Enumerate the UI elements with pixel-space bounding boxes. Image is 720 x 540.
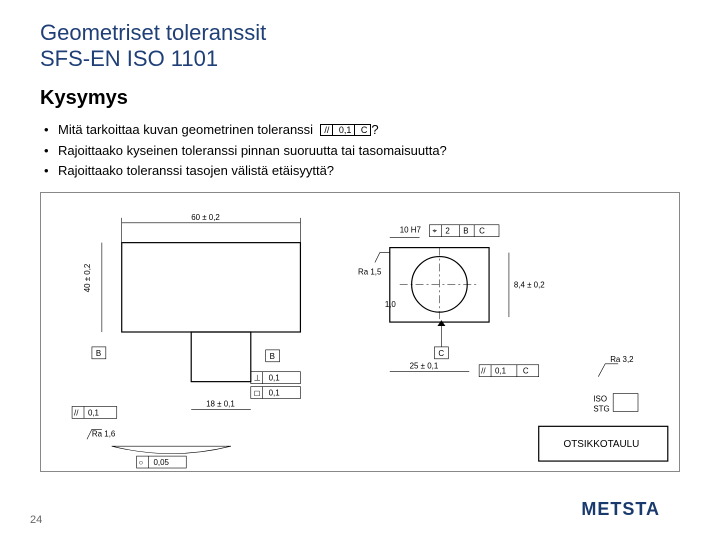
svg-text:C: C: [479, 227, 485, 236]
fcf-inline: // 0,1 C: [320, 124, 371, 136]
svg-text:8,4 ± 0,2: 8,4 ± 0,2: [514, 280, 545, 289]
bullet-item: Mitä tarkoittaa kuvan geometrinen tolera…: [40, 120, 680, 141]
svg-text:10 H7: 10 H7: [400, 226, 422, 235]
svg-text://: //: [74, 409, 79, 418]
slide-title: Geometriset toleranssit SFS-EN ISO 1101: [40, 20, 680, 73]
svg-text:18 ± 0,1: 18 ± 0,1: [206, 400, 235, 409]
section-heading: Kysymys: [40, 87, 680, 110]
svg-text:OTSIKKOTAULU: OTSIKKOTAULU: [564, 439, 640, 450]
svg-text:40 ± 0,2: 40 ± 0,2: [83, 263, 92, 292]
svg-text://: //: [481, 367, 486, 376]
svg-text:0,1: 0,1: [269, 389, 281, 398]
drawing-svg: 60 ± 0,2 40 ± 0,2 B B ⊥ 0,1 ◻ 0,1 18 ± 0…: [41, 193, 679, 471]
svg-text:0,05: 0,05: [153, 458, 169, 467]
logo-text: METSTA: [581, 499, 660, 519]
svg-text:60 ± 0,2: 60 ± 0,2: [191, 213, 220, 222]
svg-text:25 ± 0,1: 25 ± 0,1: [410, 362, 439, 371]
bullet-item: Rajoittaako toleranssi tasojen välistä e…: [40, 161, 680, 182]
bullet-list: Mitä tarkoittaa kuvan geometrinen tolera…: [40, 120, 680, 182]
svg-text:C: C: [523, 367, 529, 376]
svg-text:STG: STG: [593, 405, 609, 414]
svg-text:⌖: ⌖: [432, 227, 437, 236]
svg-text:0,1: 0,1: [88, 409, 100, 418]
svg-text:Ra 1,5: Ra 1,5: [358, 268, 382, 277]
svg-text:0,1: 0,1: [495, 367, 507, 376]
title-line1: Geometriset toleranssit: [40, 20, 266, 45]
svg-text:B: B: [270, 352, 275, 361]
slide: Geometriset toleranssit SFS-EN ISO 1101 …: [0, 0, 720, 540]
fcf-datum: C: [358, 125, 371, 135]
svg-text:⊥: ⊥: [254, 374, 261, 383]
svg-text:Ra 3,2: Ra 3,2: [610, 355, 634, 364]
svg-text:B: B: [463, 227, 468, 236]
fcf-sym: //: [321, 125, 333, 135]
svg-text:◻: ◻: [254, 389, 261, 398]
title-line2: SFS-EN ISO 1101: [40, 46, 218, 71]
svg-text:0,1: 0,1: [269, 374, 281, 383]
svg-text:Ra 1,6: Ra 1,6: [92, 429, 116, 438]
svg-text:C: C: [438, 349, 444, 358]
fcf-tol: 0,1: [336, 125, 356, 135]
bullet-item: Rajoittaako kyseinen toleranssi pinnan s…: [40, 141, 680, 162]
svg-text:○: ○: [139, 458, 144, 467]
page-number: 24: [30, 514, 42, 526]
svg-text:1,0: 1,0: [385, 300, 397, 309]
technical-drawing: 60 ± 0,2 40 ± 0,2 B B ⊥ 0,1 ◻ 0,1 18 ± 0…: [40, 192, 680, 472]
svg-text:B: B: [96, 349, 101, 358]
bullet-text: Mitä tarkoittaa kuvan geometrinen tolera…: [58, 122, 313, 137]
svg-text:2: 2: [445, 227, 450, 236]
svg-text:ISO: ISO: [593, 395, 607, 404]
